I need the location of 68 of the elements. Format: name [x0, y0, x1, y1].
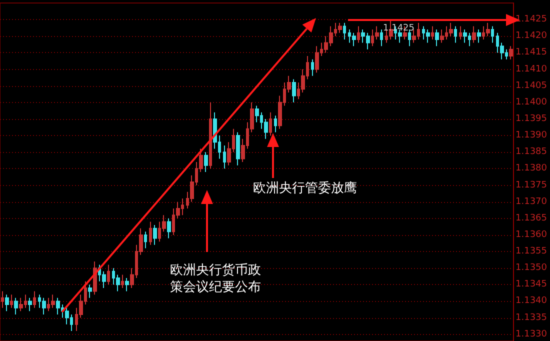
y-tick-label: 1.1365 — [516, 213, 548, 224]
y-tick-label: 1.1385 — [516, 147, 548, 158]
candlestick — [204, 152, 208, 172]
candlestick — [459, 26, 462, 40]
candlestick — [236, 132, 240, 166]
candlestick — [28, 297, 32, 312]
y-tick-label: 1.1420 — [516, 31, 548, 42]
candlestick — [153, 224, 157, 246]
candlestick — [440, 29, 444, 44]
candlestick — [149, 221, 152, 246]
candlestick — [51, 294, 55, 308]
candlestick — [311, 58, 314, 76]
candlestick — [19, 297, 23, 312]
candlestick — [491, 26, 494, 44]
candlestick — [42, 297, 46, 315]
candlestick — [1, 290, 4, 308]
candlestick — [380, 29, 383, 47]
y-tick-label: 1.1410 — [516, 64, 548, 74]
y-tick-label: 1.1330 — [516, 329, 548, 340]
y-tick-label: 1.1345 — [516, 280, 548, 290]
candlestick — [33, 290, 36, 308]
candlestick — [269, 112, 272, 136]
candlestick — [144, 231, 147, 249]
candlestick — [209, 102, 212, 170]
candlestick — [167, 218, 171, 239]
candlestick — [431, 26, 434, 40]
candlestick — [477, 29, 481, 44]
y-tick-label: 1.1405 — [516, 80, 548, 91]
y-tick-label: 1.1360 — [516, 230, 548, 240]
candlestick — [343, 22, 346, 40]
candlestick — [338, 22, 342, 34]
candlestick — [426, 29, 430, 44]
y-tick-label: 1.1380 — [516, 164, 548, 174]
y-tick-label: 1.1350 — [516, 263, 548, 274]
y-tick-label: 1.1400 — [516, 97, 548, 108]
candlestick — [509, 46, 513, 60]
candlestick — [449, 22, 453, 37]
candlestick — [408, 29, 411, 47]
candlestick — [10, 294, 13, 308]
candlestick — [88, 284, 92, 298]
candlestick — [315, 46, 319, 74]
candlestick — [292, 78, 296, 103]
candlestick — [121, 274, 124, 288]
candlestick — [472, 26, 476, 44]
annotation: 欧洲央行管委放鹰 — [253, 181, 357, 196]
y-tick-label: 1.1370 — [516, 196, 548, 207]
candlestick — [14, 297, 18, 315]
candlestick — [274, 115, 277, 133]
candlestick — [486, 22, 490, 37]
candlestick — [125, 278, 129, 292]
y-tick-label: 1.1425 — [516, 14, 548, 25]
y-tick-label: 1.1340 — [516, 296, 548, 306]
y-tick-label: 1.1335 — [516, 312, 548, 323]
annotation: 欧洲央行货币政策会议纪要公布 — [170, 263, 261, 295]
y-tick-label: 1.1415 — [516, 48, 548, 58]
y-tick-label: 1.1355 — [516, 246, 548, 257]
candlestick — [223, 144, 226, 170]
candlestick — [107, 264, 110, 286]
candlestick — [435, 29, 439, 47]
candlestick — [454, 26, 457, 44]
candlestick — [56, 297, 60, 315]
y-tick-label: 1.1390 — [516, 130, 548, 141]
y-tick-label: 1.1375 — [516, 180, 548, 190]
y-tick-label: 1.1395 — [516, 114, 548, 124]
candlestick — [463, 29, 467, 44]
candlestick — [5, 294, 9, 312]
candlestick — [352, 32, 356, 47]
candlestick — [357, 26, 360, 44]
